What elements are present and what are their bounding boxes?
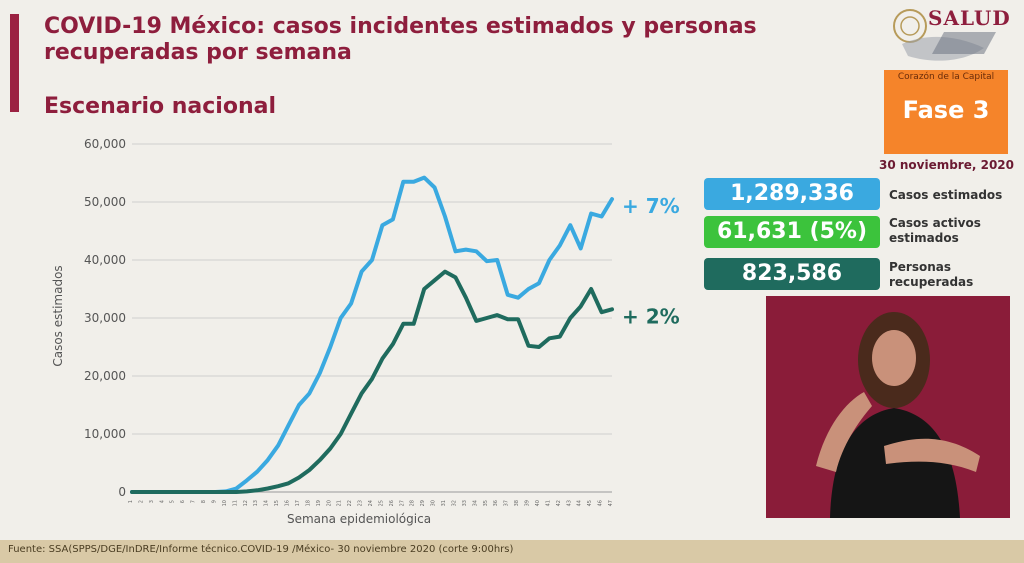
x-tick-label: 42 (556, 500, 562, 506)
x-tick-label: 12 (243, 500, 249, 506)
y-tick-label: 0 (118, 485, 126, 499)
x-tick-label: 31 (441, 500, 447, 506)
x-tick-label: 38 (514, 500, 520, 506)
y-tick-label: 60,000 (84, 137, 126, 151)
x-tick-label: 22 (347, 500, 353, 506)
x-tick-label: 34 (472, 500, 478, 506)
x-tick-label: 26 (389, 500, 395, 506)
x-tick-label: 30 (431, 500, 437, 506)
x-tick-label: 5 (170, 500, 176, 503)
x-tick-label: 15 (274, 500, 280, 506)
stat-casos-activos-label: Casos activos estimados (889, 216, 981, 245)
x-tick-label: 11 (232, 500, 238, 506)
page-subtitle: Escenario nacional (44, 94, 277, 119)
x-tick-label: 24 (368, 500, 374, 506)
x-tick-label: 3 (149, 500, 155, 503)
x-tick-label: 35 (483, 500, 489, 506)
chart-series: + 7% + 2% (130, 175, 680, 494)
series-end-label-1: + 2% (622, 304, 680, 328)
phase-badge: Corazón de la Capital Fase 3 (884, 70, 1008, 154)
y-tick-label: 50,000 (84, 195, 126, 209)
stat-casos-estimados-value: 1,289,336 (704, 178, 880, 210)
chart-gridlines (132, 143, 612, 493)
x-tick-label: 27 (399, 500, 405, 506)
footer-source: Fuente: SSA(SPPS/DGE/InDRE/Informe técni… (8, 544, 514, 555)
x-tick-label: 18 (305, 500, 311, 506)
x-tick-label: 16 (285, 500, 291, 506)
x-tick-label: 36 (493, 500, 499, 506)
x-tick-label: 47 (608, 500, 614, 506)
salud-logo-icon (893, 9, 996, 61)
series-line-1 (130, 269, 614, 494)
interpreter-figure-icon (816, 312, 980, 518)
title-accent-bar (10, 14, 19, 112)
phase-label: Fase 3 (902, 96, 990, 124)
y-tick-label: 10,000 (84, 427, 126, 441)
x-tick-label: 9 (211, 500, 217, 503)
series-end-label-0: + 7% (622, 194, 680, 218)
x-tick-label: 41 (545, 500, 551, 506)
page-title: COVID-19 México: casos incidentes estima… (44, 14, 757, 65)
x-tick-label: 21 (337, 500, 343, 506)
x-tick-label: 4 (159, 500, 165, 503)
x-tick-label: 8 (201, 500, 207, 503)
stat-casos-activos-value: 61,631 (5%) (704, 216, 880, 248)
x-tick-label: 2 (138, 500, 144, 503)
stat-recuperadas-label: Personas recuperadas (889, 260, 974, 289)
salud-logo-text: SALUD (928, 6, 1011, 30)
x-tick-label: 45 (587, 500, 593, 506)
sign-language-video-panel (766, 296, 1010, 518)
x-tick-label: 23 (358, 500, 364, 506)
x-tick-label: 46 (598, 500, 604, 506)
x-tick-label: 19 (316, 500, 322, 506)
x-tick-label: 10 (222, 500, 228, 506)
x-tick-label: 7 (191, 500, 197, 503)
series-line-0 (130, 175, 614, 494)
y-tick-label: 20,000 (84, 369, 126, 383)
x-tick-label: 20 (326, 500, 332, 506)
x-tick-label: 29 (420, 500, 426, 506)
x-tick-label: 33 (462, 500, 468, 506)
x-tick-label: 6 (180, 500, 186, 503)
x-tick-label: 40 (535, 500, 541, 506)
x-tick-label: 13 (253, 500, 259, 506)
x-tick-label: 37 (504, 500, 510, 506)
y-tick-label: 40,000 (84, 253, 126, 267)
x-tick-label: 28 (410, 500, 416, 506)
x-tick-label: 32 (451, 500, 457, 506)
stat-recuperadas-value: 823,586 (704, 258, 880, 290)
x-tick-label: 39 (525, 500, 531, 506)
y-tick-label: 30,000 (84, 311, 126, 325)
x-tick-label: 1 (128, 500, 134, 503)
stat-casos-estimados-label: Casos estimados (889, 188, 1003, 202)
x-tick-label: 17 (295, 500, 301, 506)
x-tick-label: 25 (378, 500, 384, 506)
footer-bar: Fuente: SSA(SPPS/DGE/InDRE/Informe técni… (0, 540, 1024, 563)
x-tick-label: 44 (577, 500, 583, 506)
phase-motto: Corazón de la Capital (897, 72, 995, 82)
x-tick-label: 14 (264, 500, 270, 506)
chart-xlabel: Semana epidemiológica (287, 512, 431, 526)
chart-ylabel: Casos estimados (51, 265, 65, 366)
report-date: 30 noviembre, 2020 (878, 158, 1014, 172)
x-tick-label: 43 (566, 500, 572, 506)
